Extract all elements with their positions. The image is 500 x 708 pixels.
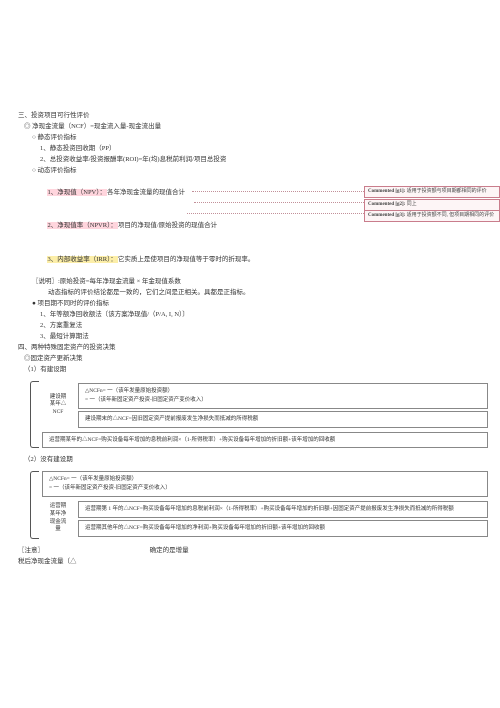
diagram-case-2: △NCFn= 一（该年发量原始投资额） = 一（该年新固定资产投资-旧固定资产变… xyxy=(40,471,488,538)
comment-g2-text: 同上 xyxy=(407,202,417,207)
case-2-label: （2）没有建设期 xyxy=(18,454,488,465)
box-ncf-formula-b: 建设期末的△NCF=因旧固定资产提前报废发生净损失而抵减的所得税额 xyxy=(78,411,488,428)
npv-label: 1、净现值（NPV）： xyxy=(47,189,108,196)
static-item-1: 1、静态投资回收期（PP） xyxy=(18,143,488,154)
box-ncf-2c: 运营期其他年的△NCF=购买设备每年增加的净利润+购买设备每年增加的折旧额+该年… xyxy=(78,520,488,537)
npvr-text: 项目的净现值/原始投资的现值合计 xyxy=(118,222,217,229)
npv-text: 各年净现金流量的现值合计 xyxy=(107,189,185,196)
bullet-3: 3、最短计算期法 xyxy=(18,331,488,342)
brace-icon xyxy=(30,471,39,538)
comment-connector xyxy=(187,213,372,214)
comment-g3: Commented [g3]: 适用于投资额不同, 但项目期相同的评价 xyxy=(364,210,500,222)
explain-line: 〖说明〗:原始投资=每年净现金流量 × 年金现值系数 xyxy=(18,276,488,287)
dynamic-note: 动态指标的评价结论都是一致的，它们之间是正相关。具都是正指标。 xyxy=(18,287,488,298)
irr-text: 它实质上是使项目的净现值等于零时的折现率。 xyxy=(118,256,255,263)
heading-section-4: 四、两种特殊固定资产的投资决策 xyxy=(18,342,488,353)
static-title: ○ 静态评价指标 xyxy=(18,132,488,143)
footer-note-2: 税后净现金流量（△ xyxy=(18,556,488,567)
comment-g1-text: 适用于投资额与项目期都相同的评价 xyxy=(407,189,487,194)
bullet-title: ● 项目期不同时的评价指标 xyxy=(18,298,488,309)
box-ncf-formula-a: △NCFn= 一（该年发量原始投资额） = 一（该年新固定资产投资-旧固定资产变… xyxy=(78,383,488,409)
heading-section-3: 三、投资项目可行性评价 xyxy=(18,110,488,121)
bullet-1: 1、年等额净回收额法〔该方案净现值/（P/A, I, N）〕 xyxy=(18,309,488,320)
comment-g3-text: 适用于投资额不同, 但项目期相同的评价 xyxy=(407,213,495,218)
comment-g1-label: Commented [g1]: xyxy=(368,189,405,194)
comment-g1: Commented [g1]: 适用于投资额与项目期都相同的评价 xyxy=(364,186,500,198)
ncf-formula: ◎ 净现金流量（NCF）=现金流入量-现金流出量 xyxy=(18,121,488,132)
footer-note-1: 〖注意〗 确定的是增量 xyxy=(18,545,488,556)
box-ncf-2b: 运营期第 1 年的△NCF=购买设备每年增加的息税前利润×（1-所得税率）+购买… xyxy=(78,501,488,518)
brace-icon xyxy=(30,381,39,448)
comment-g2-label: Commented [g2]: xyxy=(368,202,405,207)
comment-connector xyxy=(192,191,372,192)
dynamic-title: ○ 动态评价指标 xyxy=(18,165,488,176)
label-build-period: 建设期 某年△ NCF xyxy=(42,381,74,429)
irr-label: 3、内部收益率（IRR）： xyxy=(47,256,118,263)
npvr-label: 2、净现值率（NPVR）： xyxy=(47,222,118,229)
comment-g3-label: Commented [g3]: xyxy=(368,213,405,218)
fixed-asset-subtitle: ◎固定资产更新决策 xyxy=(18,353,488,364)
dynamic-item-irr: 3、内部收益率（IRR）：它实质上是使项目的净现值等于零时的折现率。 xyxy=(18,243,488,276)
case-1-label: （1）有建设期 xyxy=(18,364,488,375)
bullet-2: 2、方案重复法 xyxy=(18,320,488,331)
diagram-case-1: 建设期 某年△ NCF △NCFn= 一（该年发量原始投资额） = 一（该年新固… xyxy=(40,381,488,448)
static-item-2: 2、总投资收益率/投资报酬率(ROI)=年(均)息税前利润/项目总投资 xyxy=(18,154,488,165)
comment-connector xyxy=(194,202,372,203)
comment-g2: Commented [g2]: 同上 xyxy=(364,199,500,211)
box-ncf-formula-c: 运营期某年的△NCF=购买设备每年增加的息税前利润×（1-所得税率）+购买设备每… xyxy=(42,432,488,449)
box-ncf-2a: △NCFn= 一（该年发量原始投资额） = 一（该年新固定资产投资-旧固定资产变… xyxy=(42,471,488,497)
label-operation-period: 运营期 某年净 现金流 量 xyxy=(42,499,74,539)
